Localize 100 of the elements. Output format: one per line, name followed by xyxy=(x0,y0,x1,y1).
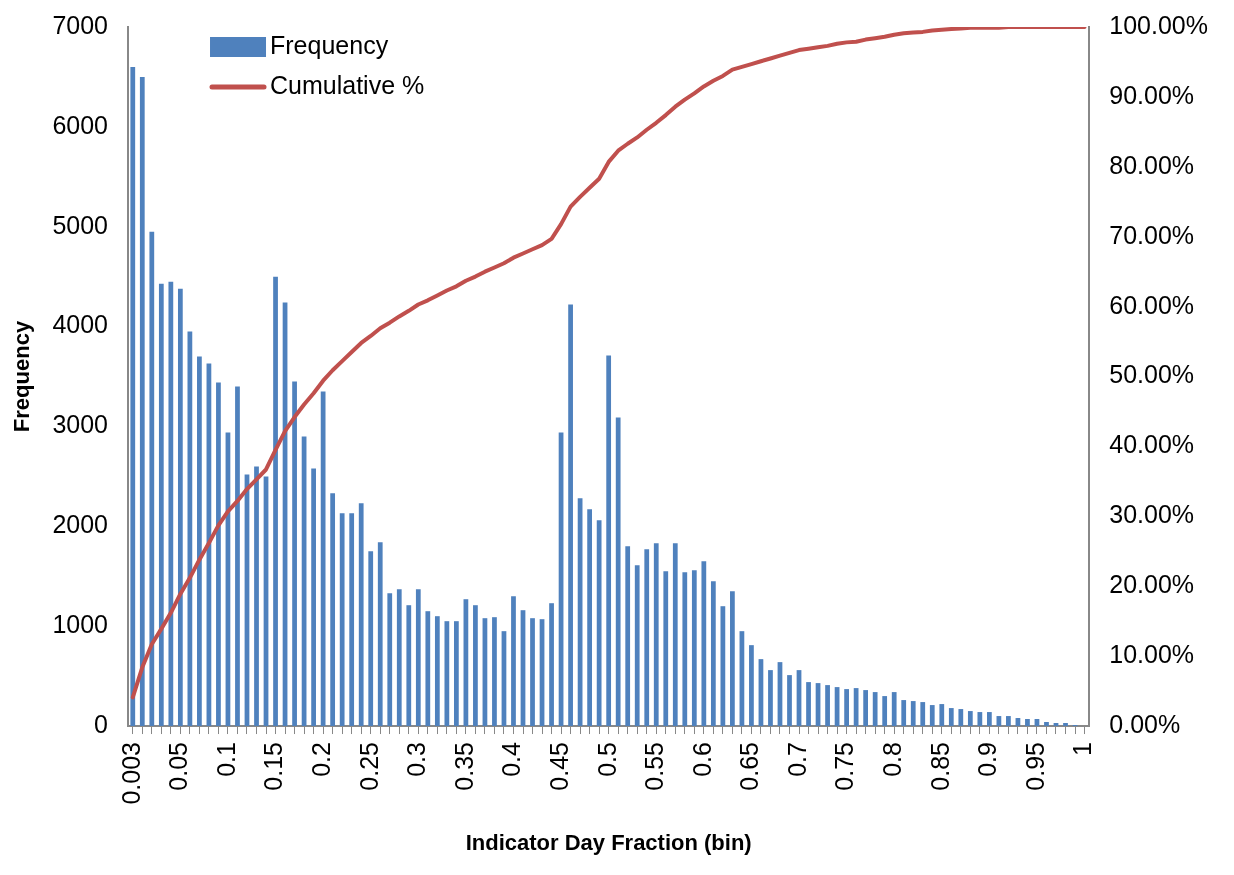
y-tick-label: 3000 xyxy=(52,410,109,439)
bar xyxy=(197,356,202,727)
bar xyxy=(901,700,907,727)
bar xyxy=(434,616,440,727)
bar xyxy=(891,692,897,727)
bar xyxy=(948,708,954,727)
y2-tick-label: 0.00% xyxy=(1109,709,1181,738)
x-tick-label: 0.4 xyxy=(497,741,526,777)
bar xyxy=(292,381,297,727)
x-tick-label: 0.2 xyxy=(307,742,336,777)
bar xyxy=(1044,722,1049,727)
bar xyxy=(872,692,878,727)
y-tick-label: 7000 xyxy=(52,10,109,39)
bar xyxy=(311,468,316,727)
y2-tick-label: 80.00% xyxy=(1109,150,1195,179)
y2-tick-label: 10.00% xyxy=(1109,640,1195,669)
bar xyxy=(444,621,450,727)
x-tick-label: 0.7 xyxy=(782,742,811,777)
bar xyxy=(986,712,992,727)
bar xyxy=(149,231,155,727)
bar xyxy=(1006,716,1011,727)
bar xyxy=(454,621,459,727)
bar xyxy=(549,603,554,727)
bar xyxy=(511,596,516,727)
bar xyxy=(634,565,640,727)
bar xyxy=(672,543,678,727)
bar xyxy=(158,283,164,727)
bar xyxy=(368,551,374,727)
x-tick-label: 0.85 xyxy=(925,742,954,791)
bar xyxy=(320,391,326,727)
bar xyxy=(235,386,240,727)
y2-tick-label: 20.00% xyxy=(1109,570,1195,599)
x-tick-label: 0.1 xyxy=(211,742,240,777)
bar xyxy=(177,288,183,727)
bar xyxy=(844,689,849,727)
bar xyxy=(853,688,859,727)
bar xyxy=(625,546,631,727)
bar xyxy=(530,618,535,727)
x-tick-label: 0.3 xyxy=(402,742,431,777)
bar xyxy=(958,709,964,727)
bar xyxy=(1025,719,1030,727)
x-tick-label: 0.5 xyxy=(592,742,621,777)
bar xyxy=(130,66,136,727)
x-tick-label: 0.25 xyxy=(354,742,383,791)
y-tick-label: 4000 xyxy=(52,310,109,339)
y-tick-label: 0 xyxy=(94,709,109,738)
bar xyxy=(254,466,259,727)
x-tick-label: 0.95 xyxy=(1020,742,1049,791)
y-tick-label: 5000 xyxy=(52,210,109,239)
bar xyxy=(396,589,402,727)
bar xyxy=(358,503,364,727)
bar xyxy=(168,281,174,727)
bar xyxy=(139,76,145,727)
x-tick-label: 0.6 xyxy=(687,742,716,777)
x-tick-label: 0.55 xyxy=(640,742,669,791)
bar xyxy=(425,611,431,727)
y2-tick-label: 50.00% xyxy=(1109,360,1195,389)
x-tick-label: 0.45 xyxy=(544,742,573,791)
bar xyxy=(910,701,916,727)
bar xyxy=(415,589,421,727)
bar xyxy=(387,593,393,727)
bar xyxy=(406,605,412,727)
bar xyxy=(377,542,383,727)
bar xyxy=(749,645,754,727)
bar xyxy=(349,513,355,727)
bar xyxy=(330,493,336,727)
y-tick-label: 6000 xyxy=(52,110,109,139)
x-tick-label: 0.35 xyxy=(449,742,478,791)
bar xyxy=(929,705,935,727)
bar xyxy=(691,570,697,727)
bar xyxy=(682,572,688,727)
bar xyxy=(882,696,888,727)
x-tick-label: 0.003 xyxy=(116,742,145,805)
bar xyxy=(1063,723,1068,727)
bar xyxy=(653,543,659,727)
bar xyxy=(606,355,612,727)
bar xyxy=(644,549,650,727)
bar xyxy=(615,417,621,727)
bar xyxy=(339,513,345,727)
bar xyxy=(825,685,830,727)
bar xyxy=(939,704,945,727)
bar xyxy=(596,520,602,727)
y-tick-label: 2000 xyxy=(52,510,109,539)
y2-tick-label: 30.00% xyxy=(1109,500,1195,529)
bar xyxy=(663,571,669,727)
bar xyxy=(920,702,926,727)
x-tick-label: 0.8 xyxy=(878,742,907,777)
x-axis-title: Indicator Day Fraction (bin) xyxy=(465,829,752,855)
x-tick-label: 1 xyxy=(1068,742,1097,756)
legend-label: Frequency xyxy=(270,30,389,59)
bar xyxy=(701,561,707,727)
y-axis-title: Frequency xyxy=(9,320,35,433)
bar xyxy=(863,690,869,727)
x-tick-label: 0.65 xyxy=(735,742,764,791)
bar xyxy=(967,711,973,727)
y-tick-label: 1000 xyxy=(52,610,109,639)
y2-tick-label: 90.00% xyxy=(1109,80,1195,109)
y2-tick-label: 70.00% xyxy=(1109,220,1195,249)
x-tick-label: 0.9 xyxy=(973,742,1002,777)
bar xyxy=(977,712,983,727)
